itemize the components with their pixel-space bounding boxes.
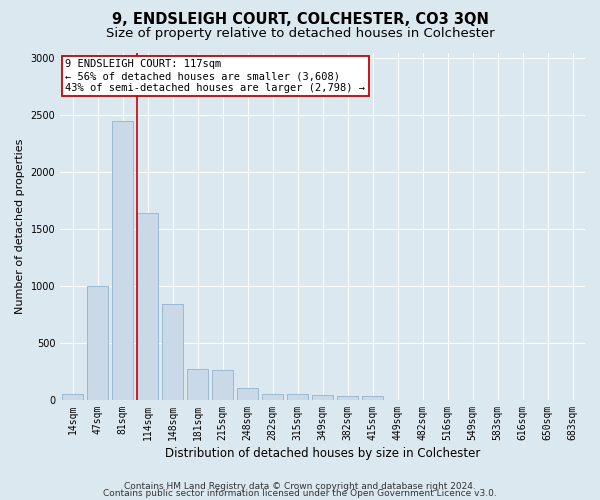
Bar	[137, 213, 158, 400]
Bar	[62, 394, 83, 400]
Y-axis label: Number of detached properties: Number of detached properties	[15, 138, 25, 314]
Text: 9, ENDSLEIGH COURT, COLCHESTER, CO3 3QN: 9, ENDSLEIGH COURT, COLCHESTER, CO3 3QN	[112, 12, 488, 28]
Text: Contains public sector information licensed under the Open Government Licence v3: Contains public sector information licen…	[103, 489, 497, 498]
Bar	[312, 396, 333, 400]
Bar	[162, 304, 183, 400]
Bar	[362, 396, 383, 400]
Bar	[237, 388, 258, 400]
Text: Size of property relative to detached houses in Colchester: Size of property relative to detached ho…	[106, 28, 494, 40]
Bar	[112, 121, 133, 400]
Bar	[187, 369, 208, 400]
X-axis label: Distribution of detached houses by size in Colchester: Distribution of detached houses by size …	[165, 447, 480, 460]
Text: 9 ENDSLEIGH COURT: 117sqm
← 56% of detached houses are smaller (3,608)
43% of se: 9 ENDSLEIGH COURT: 117sqm ← 56% of detac…	[65, 60, 365, 92]
Bar	[87, 286, 108, 400]
Text: Contains HM Land Registry data © Crown copyright and database right 2024.: Contains HM Land Registry data © Crown c…	[124, 482, 476, 491]
Bar	[337, 396, 358, 400]
Bar	[262, 394, 283, 400]
Bar	[287, 394, 308, 400]
Bar	[212, 370, 233, 400]
